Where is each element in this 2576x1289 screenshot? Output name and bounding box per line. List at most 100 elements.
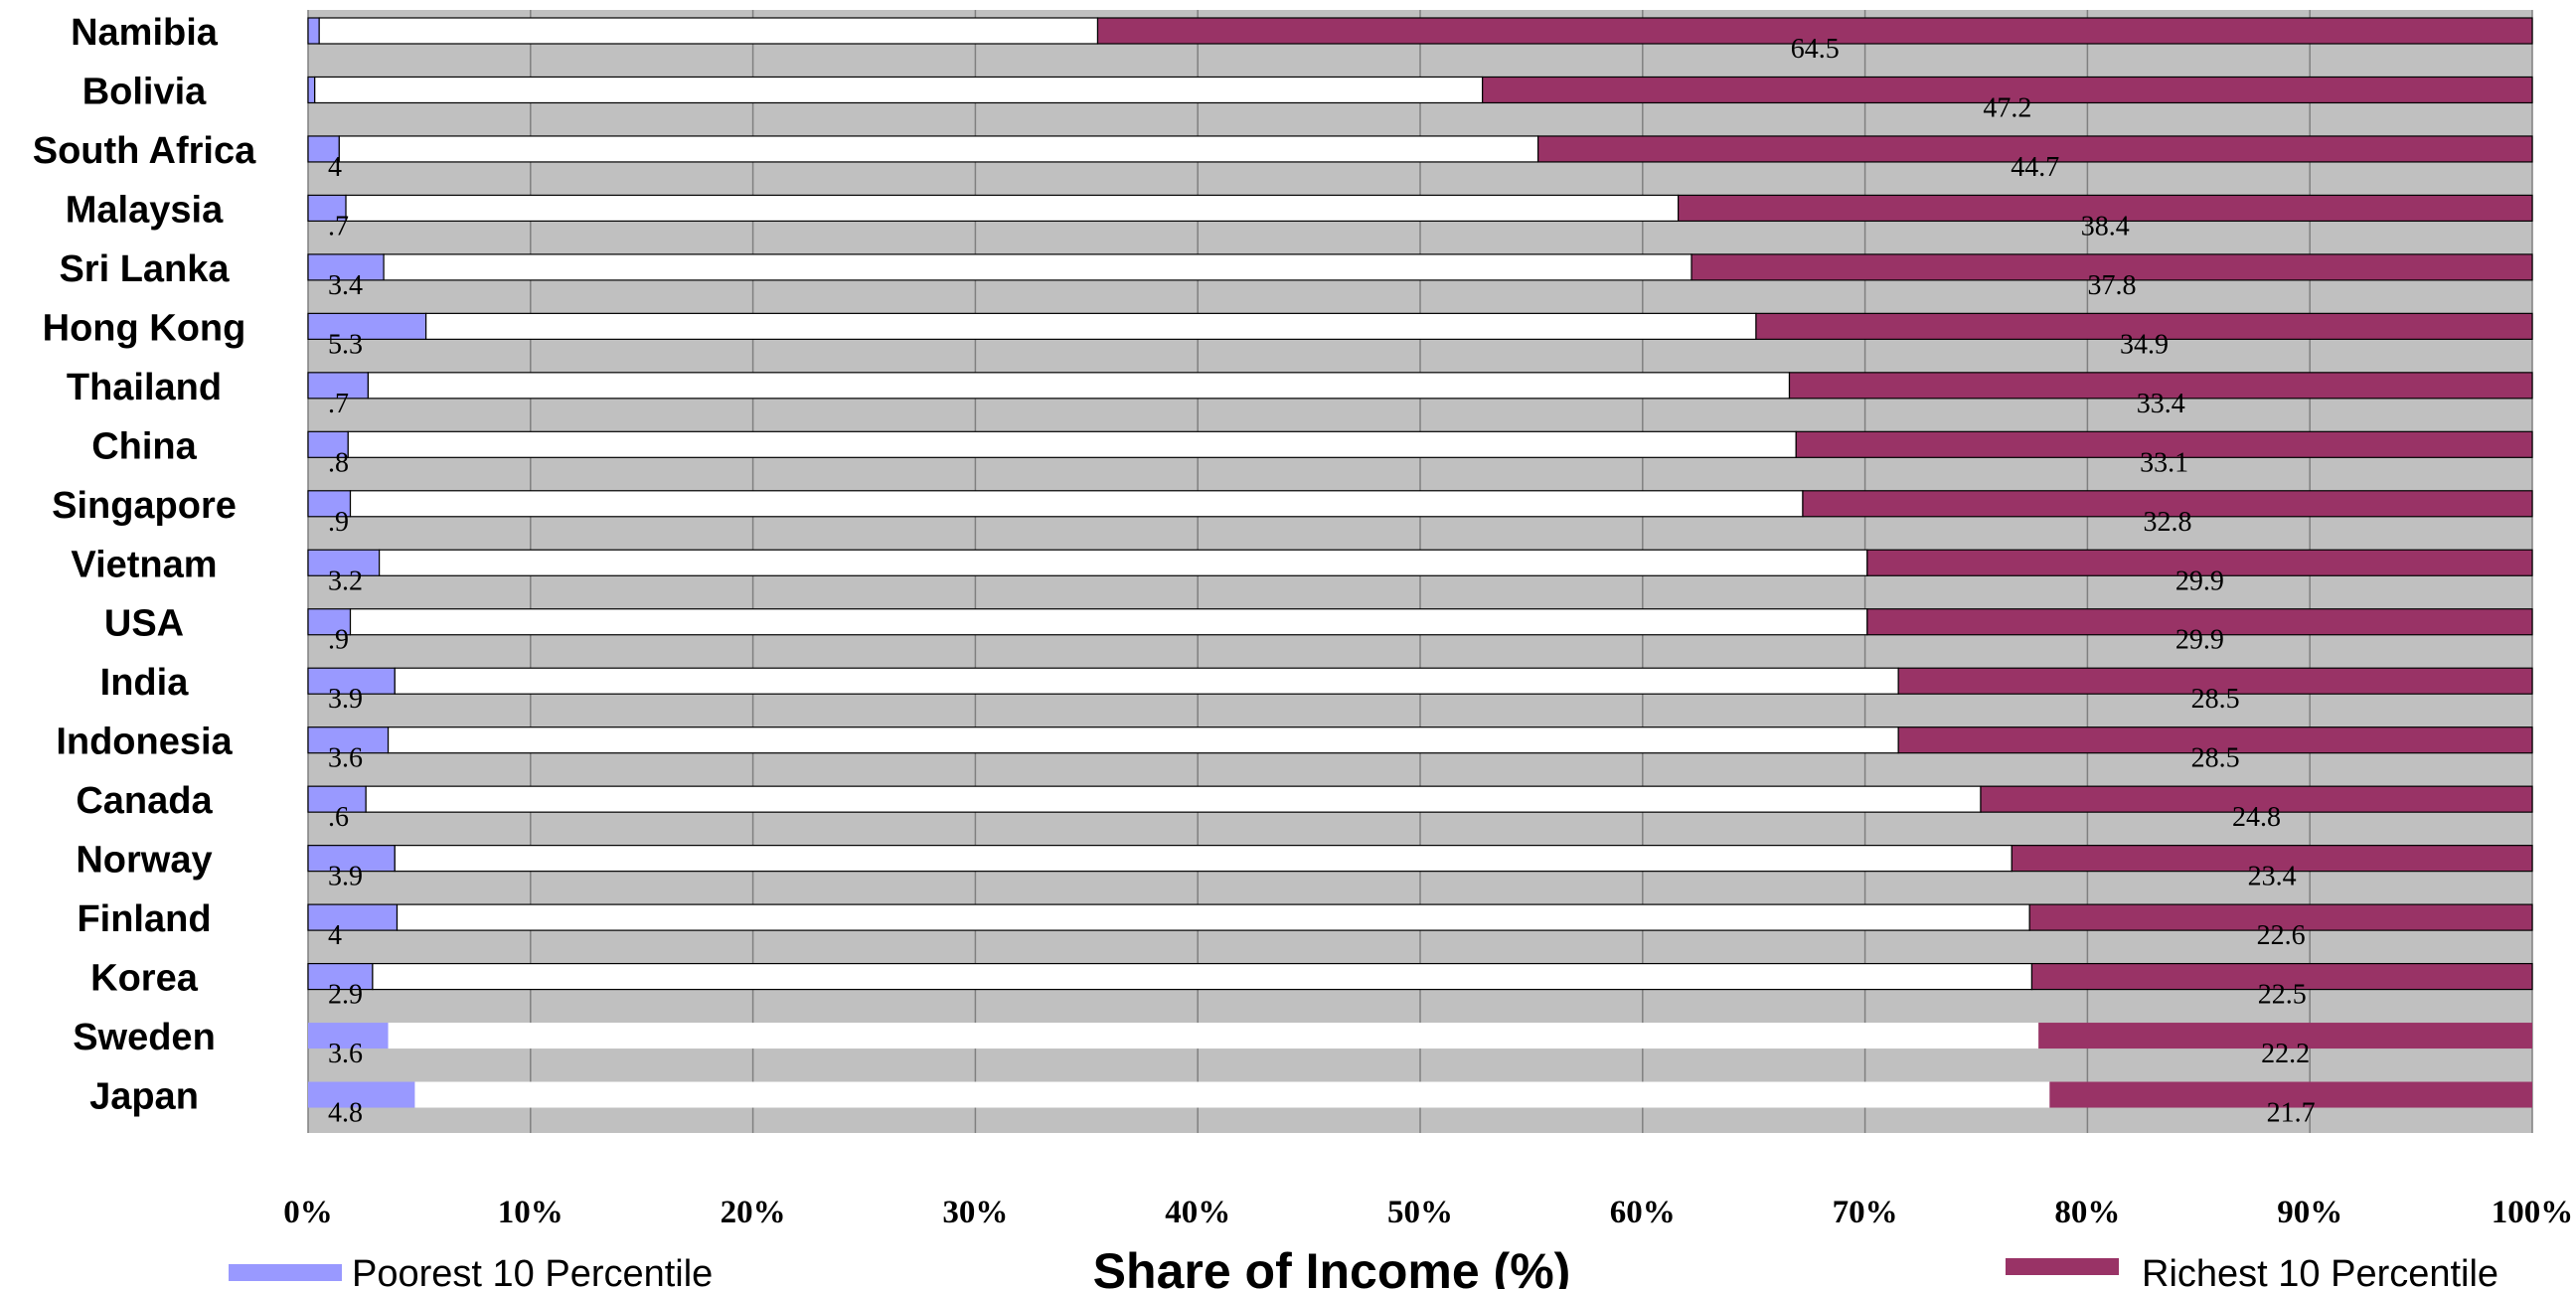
bar-richest — [1788, 372, 2533, 400]
category-label: China — [91, 425, 197, 467]
bar-poorest — [307, 845, 396, 873]
category-label: USA — [104, 603, 184, 645]
bar-middle — [394, 845, 2012, 873]
value-label-richest: 38.4 — [2081, 211, 2130, 242]
bar-middle — [345, 194, 1680, 223]
x-tick-label: 80% — [2054, 1195, 2120, 1230]
category-label: Korea — [90, 958, 199, 1000]
value-label-poorest: 4.8 — [328, 1098, 363, 1129]
bar-poorest — [307, 490, 352, 518]
value-label-richest: 22.6 — [2257, 920, 2306, 951]
value-label-poorest: 4 — [328, 920, 342, 951]
bar-poorest — [307, 667, 396, 695]
bar-middle — [388, 1023, 2039, 1049]
value-label-richest: 21.7 — [2267, 1098, 2316, 1129]
legend-label-richest: Richest 10 Percentile — [2142, 1253, 2498, 1289]
value-label-poorest: 3.6 — [328, 743, 363, 774]
value-label-richest: 33.1 — [2140, 447, 2188, 478]
category-label: India — [100, 662, 190, 704]
category-label: Canada — [76, 780, 213, 822]
category-label: Sri Lanka — [59, 248, 230, 290]
bar-poorest — [307, 194, 347, 223]
bar-richest — [1802, 490, 2533, 518]
value-labels: 64.5 47.2 4 44.7 .7 38.4 3.4 37.8 5.3 34.9 .7 33.4.… — [328, 34, 2316, 1129]
x-tick-label: 90% — [2277, 1195, 2342, 1230]
value-label-poorest: .7 — [328, 211, 349, 242]
value-label-poorest: 2.9 — [328, 980, 363, 1011]
bar-richest — [1482, 76, 2533, 104]
category-label: Bolivia — [82, 71, 207, 112]
bar-poorest — [307, 135, 340, 163]
bar-middle — [365, 785, 1982, 813]
x-tick-label: 70% — [1833, 1195, 1898, 1230]
category-labels: Namibia Bolivia South Africa Malaysia Sri La… — [33, 12, 256, 1118]
category-label: Indonesia — [56, 722, 233, 763]
value-label-richest: 23.4 — [2248, 862, 2297, 892]
bar-richest — [1678, 194, 2533, 223]
bar-poorest — [308, 1081, 415, 1108]
value-label-poorest: .9 — [328, 507, 349, 538]
x-axis-title: Share of Income (%) — [1093, 1243, 1571, 1289]
value-label-poorest: 3.9 — [328, 684, 363, 715]
bar-middle — [318, 17, 1099, 45]
value-label-poorest: 3.2 — [328, 565, 363, 596]
value-label-richest: 24.8 — [2232, 802, 2281, 833]
category-label: Sweden — [73, 1017, 216, 1058]
bar-poorest — [307, 312, 427, 340]
category-label: Japan — [89, 1076, 199, 1118]
value-label-poorest: 3.9 — [328, 862, 363, 892]
value-label-richest: 47.2 — [1983, 92, 2031, 123]
value-label-poorest: .7 — [328, 389, 349, 419]
bar-poorest — [307, 372, 370, 400]
category-label: Hong Kong — [43, 307, 246, 349]
value-label-richest: 33.4 — [2137, 389, 2185, 419]
value-label-richest: 44.7 — [2011, 152, 2059, 183]
value-label-richest: 32.8 — [2143, 507, 2191, 538]
bar-richest — [1866, 549, 2533, 576]
bar-richest — [1866, 608, 2533, 636]
category-label: Finland — [77, 898, 211, 940]
bar-richest — [2030, 962, 2533, 991]
x-tick-label: 100% — [2492, 1195, 2574, 1230]
legend-swatch-poorest — [229, 1264, 342, 1281]
bar-richest — [2028, 903, 2533, 931]
category-label: Singapore — [52, 485, 237, 527]
value-label-richest: 37.8 — [2088, 270, 2137, 301]
legend: Poorest 10 Percentile Richest 10 Percent… — [229, 1253, 2498, 1289]
value-label-richest: 28.5 — [2191, 743, 2240, 774]
value-label-richest: 29.9 — [2175, 625, 2224, 656]
bar-richest — [1897, 667, 2533, 695]
bar-middle — [414, 1081, 2050, 1108]
bar-richest — [2011, 845, 2533, 873]
value-label-poorest: 3.4 — [328, 270, 363, 301]
x-tick-label: 0% — [283, 1195, 333, 1230]
value-label-poorest: .9 — [328, 625, 349, 656]
value-label-richest: 22.5 — [2258, 980, 2307, 1011]
legend-swatch-richest — [2006, 1258, 2119, 1275]
x-tick-label: 10% — [498, 1195, 564, 1230]
value-label-richest: 64.5 — [1791, 34, 1840, 65]
bar-middle — [314, 76, 1484, 104]
x-tick-label: 20% — [721, 1195, 786, 1230]
category-label: Norway — [76, 840, 212, 882]
bar-poorest — [307, 903, 399, 931]
value-label-richest: 29.9 — [2175, 565, 2224, 596]
x-tick-labels: 0% 10% 20% 30% 40% 50% 60% 70% 80% 90% 100% — [283, 1195, 2573, 1230]
bar-richest — [1537, 135, 2533, 163]
value-label-richest: 28.5 — [2191, 684, 2240, 715]
value-label-poorest: 5.3 — [328, 329, 363, 360]
bar-poorest — [307, 76, 316, 104]
x-tick-label: 30% — [942, 1195, 1008, 1230]
bar-poorest — [307, 785, 367, 813]
value-label-poorest: 3.6 — [328, 1039, 363, 1069]
bar-middle — [379, 549, 1868, 576]
bar-middle — [383, 253, 1692, 281]
bar-middle — [372, 962, 2033, 991]
bar-richest — [1096, 17, 2533, 45]
category-label: Thailand — [67, 367, 222, 408]
bars-group — [307, 17, 2533, 1108]
bar-middle — [338, 135, 1539, 163]
value-label-poorest: 4 — [328, 152, 342, 183]
x-tick-label: 40% — [1165, 1195, 1230, 1230]
